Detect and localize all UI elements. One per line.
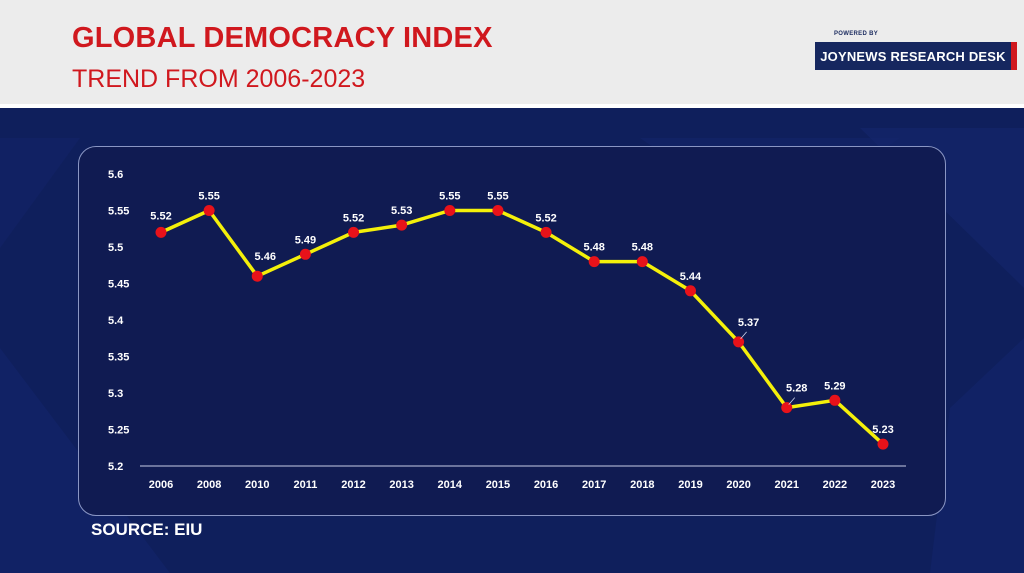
data-labels: 5.52 5.55 5.46 5.49 5.52 5.53 5.55 5.55 5.52 5.48…: [150, 191, 893, 437]
x-tick-label: 2008: [197, 479, 221, 491]
data-label: 5.37: [738, 317, 759, 329]
data-label-leader: [740, 331, 747, 340]
data-label: 5.48: [632, 242, 653, 254]
data-point: [877, 438, 889, 450]
data-label: 5.53: [391, 205, 412, 217]
data-point: [588, 256, 600, 268]
data-label: 5.28: [786, 383, 807, 395]
x-tick-label: 2018: [630, 479, 654, 491]
x-tick-label: 2016: [534, 479, 558, 491]
source-note: SOURCE: EIU: [91, 520, 203, 539]
y-tick-label: 5.3: [108, 388, 123, 400]
data-label: 5.55: [198, 191, 219, 203]
y-tick-label: 5.35: [108, 352, 129, 364]
data-point: [492, 205, 504, 216]
data-point: [203, 205, 215, 216]
data-point: [444, 205, 456, 216]
data-label: 5.52: [150, 210, 171, 222]
x-tick-label: 2019: [678, 479, 702, 491]
y-tick-label: 5.25: [108, 425, 129, 437]
data-label: 5.29: [824, 380, 845, 392]
data-label: 5.49: [295, 234, 316, 246]
series-line: [160, 208, 885, 446]
y-axis: 5.2 5.25 5.3 5.35 5.4 5.45 5.5 5.55 5.6: [108, 169, 129, 473]
x-tick-label: 2021: [774, 479, 798, 491]
y-tick-label: 5.55: [108, 206, 129, 218]
x-tick-label: 2006: [149, 479, 173, 491]
header-divider: [0, 104, 1024, 108]
x-tick-label: 2020: [726, 479, 750, 491]
data-point: [829, 394, 841, 406]
publisher-badge: JOYNEWS RESEARCH DESK: [815, 42, 1017, 70]
data-label: 5.44: [680, 271, 702, 283]
data-point: [733, 336, 745, 348]
data-label: 5.52: [343, 212, 364, 224]
data-point: [396, 219, 408, 231]
x-tick-label: 2014: [438, 479, 463, 491]
y-tick-label: 5.6: [108, 169, 123, 181]
series-line-group: [160, 208, 885, 446]
header-bar: GLOBAL DEMOCRACY INDEX TREND FROM 2006-2…: [0, 0, 1024, 104]
x-tick-label: 2012: [341, 479, 365, 491]
x-tick-label: 2023: [871, 479, 895, 491]
data-point: [299, 248, 311, 260]
y-tick-label: 5.45: [108, 279, 129, 291]
x-tick-label: 2011: [293, 479, 317, 491]
chart-subtitle: TREND FROM 2006-2023: [72, 65, 366, 93]
chart-title: GLOBAL DEMOCRACY INDEX: [72, 22, 493, 54]
powered-by-label: POWERED BY: [834, 31, 879, 37]
chart-panel: [78, 146, 946, 516]
x-tick-label: 2022: [823, 479, 847, 491]
data-label: 5.52: [535, 212, 556, 224]
data-point: [155, 226, 167, 238]
data-point: [684, 285, 696, 297]
x-axis: 2006 2008 2010 2011 2012 2013 2014 2015 2016 2017…: [140, 465, 906, 491]
y-tick-label: 5.4: [108, 315, 124, 327]
data-point: [348, 226, 360, 238]
data-point: [636, 256, 648, 268]
x-tick-label: 2010: [245, 479, 269, 491]
x-tick-label: 2013: [389, 479, 413, 491]
x-tick-label: 2017: [582, 479, 606, 491]
data-point: [251, 270, 263, 282]
data-label: 5.48: [583, 242, 604, 254]
data-point: [781, 402, 793, 414]
y-tick-label: 5.5: [108, 242, 123, 254]
y-tick-label: 5.2: [108, 461, 123, 473]
x-tick-label: 2015: [486, 479, 510, 491]
data-label: 5.46: [255, 251, 276, 263]
data-label: 5.55: [487, 191, 508, 203]
data-point: [540, 226, 552, 238]
data-label-leader: [788, 397, 796, 405]
data-label: 5.55: [439, 191, 460, 203]
data-points: [155, 205, 889, 450]
data-label: 5.23: [872, 424, 893, 436]
